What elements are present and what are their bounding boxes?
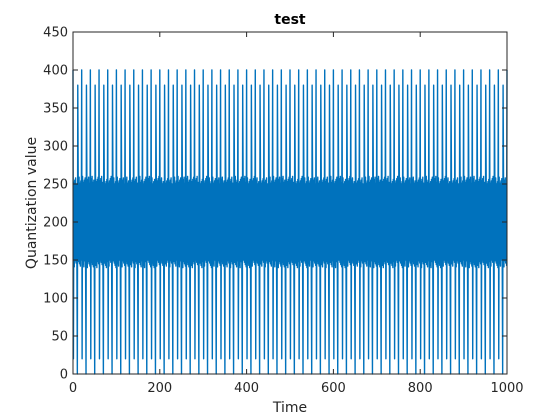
y-tick-label: 50 (51, 330, 68, 345)
plot-area (72, 69, 508, 375)
series-0-line (72, 69, 508, 375)
x-tick-label: 800 (408, 381, 433, 396)
x-tick-label: 1000 (490, 381, 523, 396)
y-tick-label: 0 (60, 368, 68, 383)
axes-box (72, 31, 508, 375)
y-tick-label: 200 (43, 216, 68, 231)
y-axis-label: Quantization value (24, 137, 40, 269)
x-axis-label: Time (272, 400, 307, 416)
y-tick-label: 250 (43, 178, 68, 193)
chart-title: test (274, 12, 306, 28)
x-tick-label: 0 (69, 381, 77, 396)
y-tick-label: 400 (43, 64, 68, 79)
y-tick-label: 300 (43, 140, 68, 155)
y-tick-label: 150 (43, 254, 68, 269)
x-tick-label: 600 (321, 381, 346, 396)
x-tick-label: 200 (147, 381, 172, 396)
x-tick-label: 400 (234, 381, 259, 396)
y-tick-label: 450 (43, 26, 68, 41)
y-tick-label: 100 (43, 292, 68, 307)
y-tick-label: 350 (43, 102, 68, 117)
axes: 0 200 400 600 800 1000 0 50 100 150 200 250 300 350 40… (43, 26, 523, 397)
